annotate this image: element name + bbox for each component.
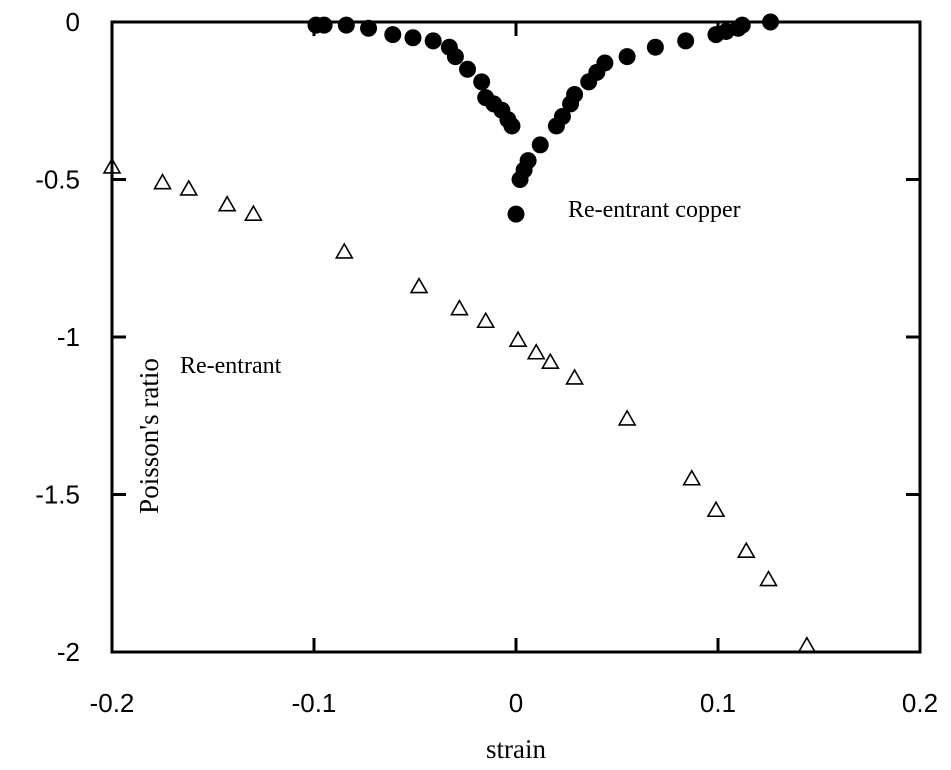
tick-labels: -0.2 -0.1 0 0.1 0.2 0 -0.5 -1 -1.5 -2 bbox=[35, 7, 938, 718]
axis-ticks bbox=[110, 20, 922, 654]
data-point-triangle bbox=[244, 204, 263, 221]
data-point-circle bbox=[553, 108, 571, 125]
data-point-circle bbox=[596, 54, 614, 72]
data-point-circle bbox=[677, 32, 695, 50]
data-point-triangle bbox=[334, 242, 354, 259]
data-point-circle bbox=[618, 48, 636, 66]
data-point-triangle bbox=[797, 636, 817, 653]
data-point-circle bbox=[473, 73, 491, 91]
annotation-reentrant-copper: Re-entrant copper bbox=[568, 197, 741, 223]
x-tick-label: -0.1 bbox=[292, 688, 337, 718]
data-point-triangle bbox=[153, 173, 172, 190]
data-point-circle bbox=[646, 38, 664, 56]
data-point-circle bbox=[566, 85, 584, 103]
data-point-triangle bbox=[736, 541, 756, 559]
data-point-triangle bbox=[508, 330, 528, 347]
y-tick-label: -1 bbox=[57, 322, 80, 352]
data-point-triangle bbox=[759, 569, 778, 587]
data-point-circle bbox=[315, 16, 333, 34]
y-tick-label: -1.5 bbox=[35, 480, 80, 510]
data-point-circle bbox=[531, 136, 549, 154]
data-point-circle bbox=[459, 60, 477, 78]
x-tick-label: 0 bbox=[509, 688, 523, 718]
x-axis-label: strain bbox=[486, 734, 546, 764]
data-point-triangle bbox=[179, 179, 199, 196]
series-triangles bbox=[102, 157, 817, 653]
data-point-triangle bbox=[526, 343, 546, 360]
data-point-circle bbox=[404, 29, 422, 47]
data-point-circle bbox=[507, 205, 525, 223]
y-tick-label: 0 bbox=[66, 7, 80, 37]
data-point-triangle bbox=[565, 368, 584, 385]
data-point-triangle bbox=[450, 299, 469, 316]
y-tick-label: -0.5 bbox=[35, 165, 80, 195]
data-point-triangle bbox=[540, 352, 560, 370]
data-point-triangle bbox=[706, 500, 726, 518]
y-axis-label: Poisson's ratio bbox=[134, 358, 164, 514]
data-point-circle bbox=[337, 16, 355, 34]
annotation-reentrant: Re-entrant bbox=[180, 353, 282, 379]
data-point-circle bbox=[424, 32, 442, 50]
data-point-triangle bbox=[217, 195, 237, 212]
data-point-triangle bbox=[409, 276, 429, 294]
data-point-triangle bbox=[682, 469, 702, 486]
data-point-circle bbox=[446, 48, 464, 66]
data-point-circle bbox=[384, 26, 402, 44]
x-tick-label: -0.2 bbox=[90, 688, 135, 718]
y-tick-label: -2 bbox=[57, 637, 80, 667]
data-point-circle bbox=[519, 152, 537, 170]
data-point-circle bbox=[733, 16, 751, 34]
x-tick-label: 0.2 bbox=[902, 688, 938, 718]
data-point-triangle bbox=[617, 409, 637, 426]
data-point-circle bbox=[360, 19, 378, 37]
data-point-triangle bbox=[476, 311, 496, 329]
series-circles bbox=[307, 13, 780, 223]
x-tick-label: 0.1 bbox=[700, 688, 736, 718]
data-point-circle bbox=[503, 117, 521, 135]
